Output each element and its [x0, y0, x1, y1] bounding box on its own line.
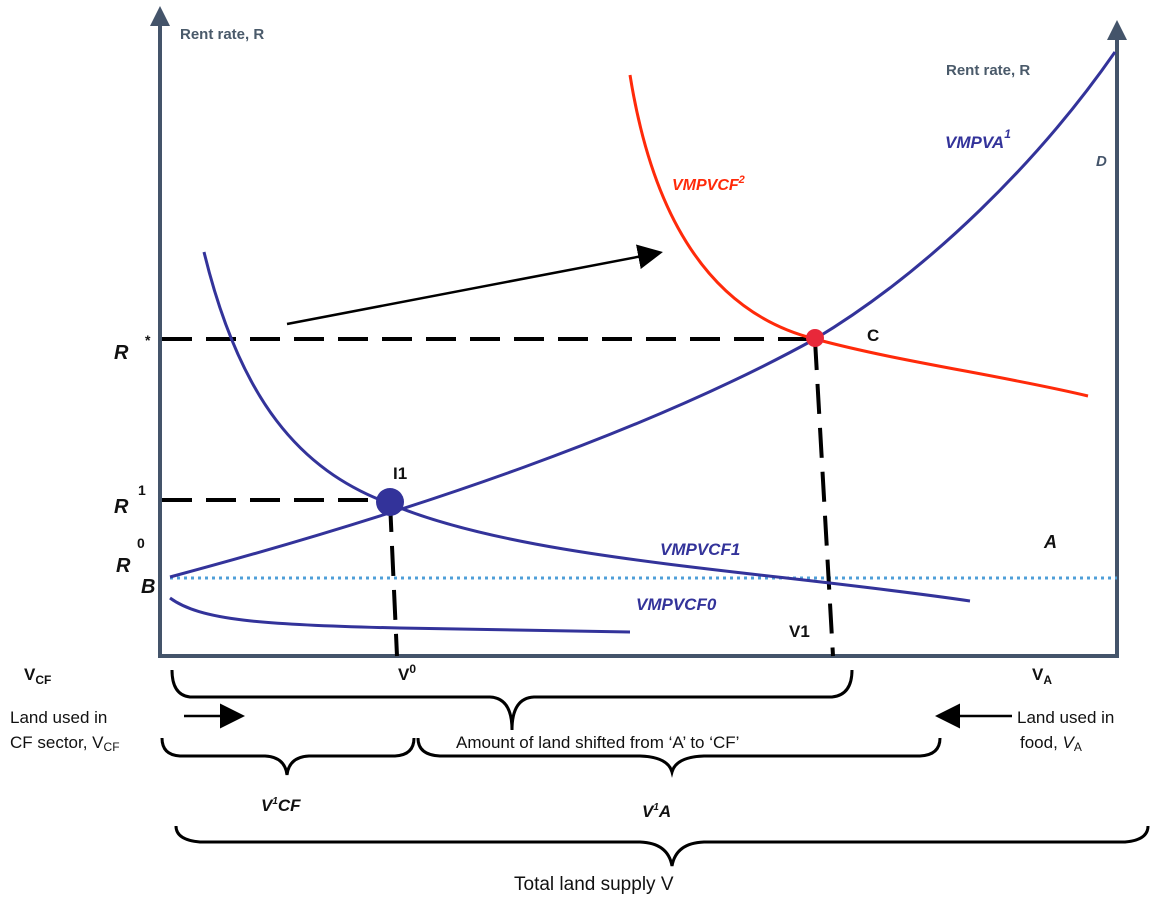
vmpvcf1-curve: [202, 251, 971, 603]
vmpvcf1-label: VMPVCF1: [660, 540, 740, 559]
point-a-label: A: [1043, 532, 1057, 552]
point-c-dot: [806, 329, 824, 347]
right-land-text-line1: Land used in: [1017, 708, 1114, 727]
shift-text: Amount of land shifted from ‘A’ to ‘CF’: [456, 733, 739, 752]
dashed-guides: [162, 337, 835, 657]
v1a-label: V1A: [642, 802, 671, 821]
vmpva1-label: VMPVA1: [945, 127, 1011, 152]
v1a-brace: [416, 737, 942, 778]
point-d-label: D: [1096, 153, 1107, 170]
point-c-label: C: [867, 326, 879, 345]
right-land-text-line2: food, VA: [1020, 733, 1082, 754]
right-axis-title: Rent rate, R: [946, 62, 1030, 79]
left-axis-title: Rent rate, R: [180, 26, 264, 43]
v0-label: V0: [398, 662, 416, 684]
v-cf-origin-label: VCF: [24, 665, 51, 687]
r1-label: R: [114, 496, 129, 518]
point-i1-label: I1: [393, 464, 407, 483]
r0-label: R: [116, 555, 131, 577]
left-land-text-line2: CF sector, VCF: [10, 733, 120, 754]
r-star-label: R: [114, 342, 129, 364]
point-i1-dot: [376, 488, 404, 516]
right-axis-arrowhead: [1107, 20, 1127, 40]
v1-dashed-line: [813, 339, 835, 657]
shift-brace: [170, 669, 854, 731]
v1cf-brace: [160, 737, 416, 776]
v1-label: V1: [789, 622, 810, 641]
shift-arrow: [286, 244, 663, 326]
v-a-origin-label: VA: [1032, 665, 1052, 687]
total-land-label: Total land supply V: [514, 874, 674, 895]
total-brace: [174, 825, 1150, 867]
vmpvcf2-curve: [628, 74, 1089, 398]
r-star-sup: *: [145, 332, 151, 348]
vmpva1-curve: [169, 51, 1117, 579]
vmpvcf0-curve: [169, 596, 631, 634]
braces: [160, 669, 1150, 867]
left-axis-arrowhead: [150, 6, 170, 26]
r0-sup: 0: [137, 535, 145, 551]
point-b-label: B: [141, 576, 155, 598]
v1cf-label: V1CF: [261, 796, 301, 815]
r1-sup: 1: [138, 482, 146, 498]
vmpvcf2-label: VMPVCF2: [672, 174, 745, 194]
vmpvcf0-label: VMPVCF0: [636, 595, 717, 614]
left-land-text-line1: Land used in: [10, 708, 107, 727]
v0-dashed-line: [388, 501, 399, 657]
axes: [150, 6, 1127, 658]
